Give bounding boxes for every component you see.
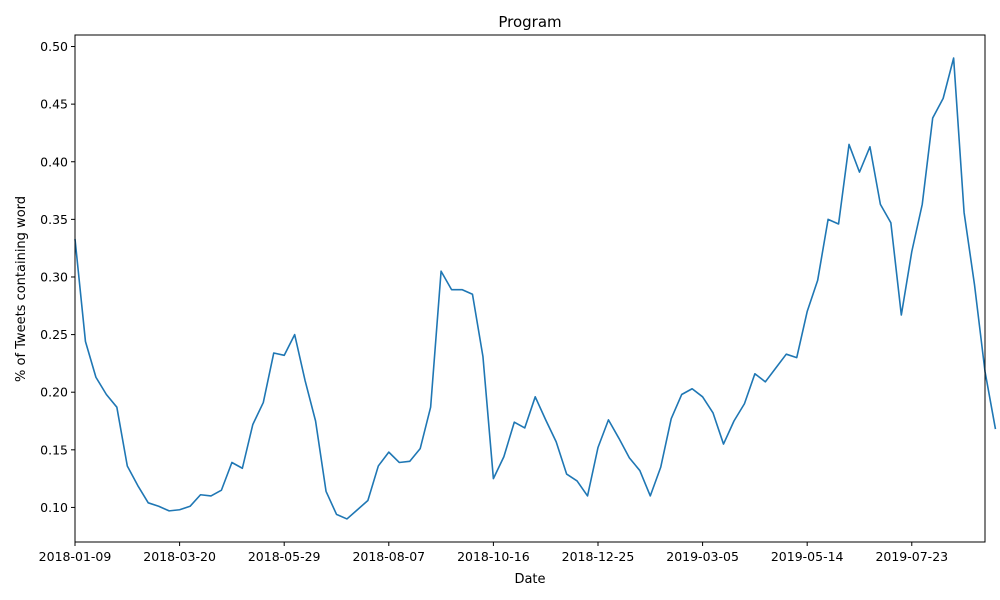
y-tick-label: 0.10: [40, 500, 68, 515]
x-tick-label: 2018-12-25: [562, 549, 635, 564]
x-tick-label: 2018-01-09: [39, 549, 112, 564]
chart-title: Program: [498, 13, 561, 31]
y-tick-label: 0.45: [40, 97, 68, 112]
x-tick-label: 2018-10-16: [457, 549, 530, 564]
y-tick-label: 0.30: [40, 269, 68, 284]
series-line: [74, 57, 997, 520]
y-tick-label: 0.35: [40, 212, 68, 227]
x-tick-label: 2019-03-05: [666, 549, 739, 564]
y-tick-label: 0.50: [40, 39, 68, 54]
y-axis: 0.10 0.15 0.20 0.25 0.30 0.35 0.40 0.45 0.50: [40, 39, 75, 515]
y-tick-label: 0.25: [40, 327, 68, 342]
x-axis-label: Date: [514, 572, 545, 587]
x-axis: 2018-01-09 2018-03-20 2018-05-29 2018-08-07…: [39, 542, 948, 564]
plot-area: [74, 34, 997, 543]
y-axis-label: % of Tweets containing word: [14, 196, 29, 382]
y-tick-label: 0.15: [40, 442, 68, 457]
x-tick-label: 2018-05-29: [248, 549, 321, 564]
x-tick-label: 2019-05-14: [771, 549, 844, 564]
y-tick-label: 0.20: [40, 385, 68, 400]
x-tick-label: 2019-07-23: [875, 549, 948, 564]
x-tick-label: 2018-03-20: [143, 549, 216, 564]
y-tick-label: 0.40: [40, 154, 68, 169]
x-tick-label: 2018-08-07: [352, 549, 425, 564]
axes-frame: [74, 34, 986, 543]
